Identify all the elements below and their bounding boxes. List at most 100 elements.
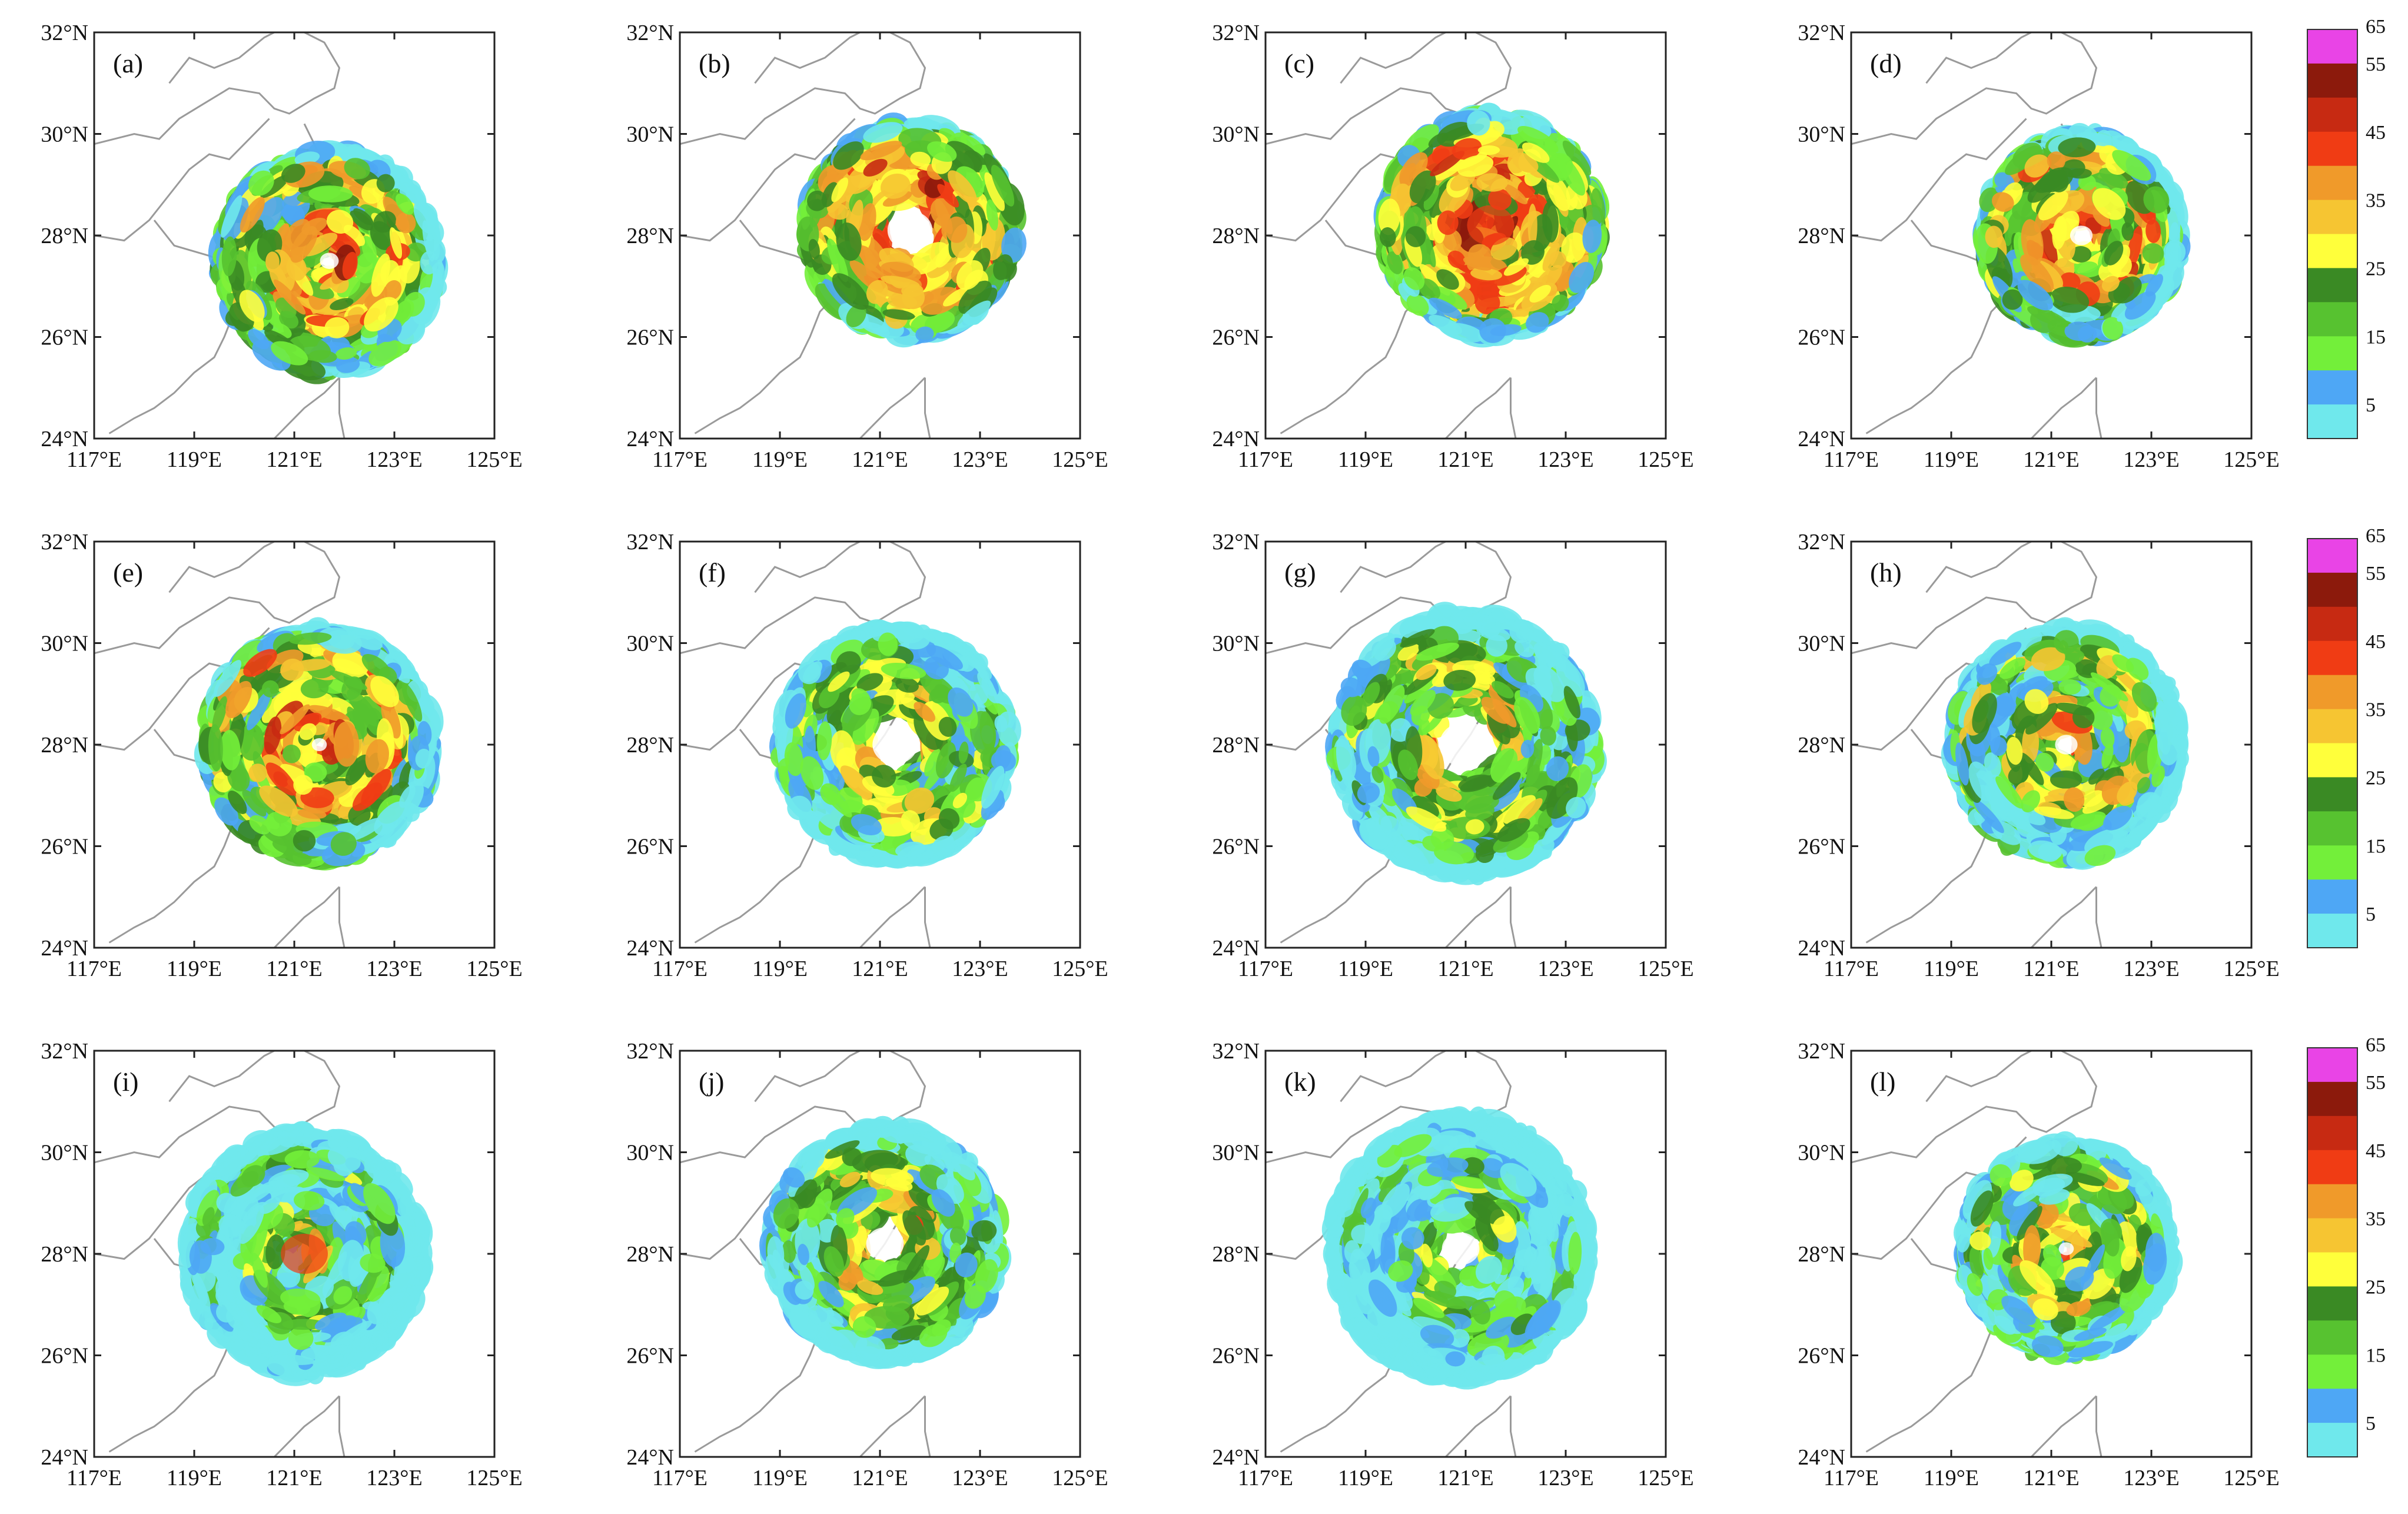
lat-tick-label: 26°N <box>1798 326 1845 350</box>
colorbar-tick-label: 45 <box>2366 122 2386 144</box>
colorbar-swatch <box>2307 914 2357 948</box>
map-panel: 24°N 26°N 28°N 30°N 32°N 117°E 119°E 121°E 123°E… <box>1798 530 2279 981</box>
lat-tick-label: 32°N <box>1212 1039 1260 1064</box>
lon-tick-label: 125°E <box>466 957 522 981</box>
boundary-line <box>1925 542 2032 593</box>
lon-tick-label: 119°E <box>1338 957 1393 981</box>
lon-tick-label: 119°E <box>167 957 222 981</box>
colorbar-swatch <box>2307 404 2357 439</box>
lon-tick-label: 117°E <box>1238 957 1293 981</box>
lon-tick-label: 119°E <box>1924 1466 1979 1490</box>
colorbar: 5 15 25 35 45 55 65 <box>2307 16 2386 439</box>
lat-tick-label: 24°N <box>626 1445 674 1470</box>
map-panel: 24°N 26°N 28°N 30°N 32°N 117°E 119°E 121°E 123°E… <box>1798 1039 2279 1490</box>
lat-tick-label: 26°N <box>1798 1344 1845 1369</box>
lon-tick-label: 125°E <box>466 1466 522 1490</box>
colorbar-tick-label: 5 <box>2366 394 2376 416</box>
lon-tick-label: 125°E <box>2223 957 2279 981</box>
lon-tick-label: 123°E <box>1537 447 1593 472</box>
colorbar-tick-label: 35 <box>2366 190 2386 212</box>
colorbar-swatch <box>2307 1218 2357 1253</box>
boundary-line <box>94 542 341 655</box>
boundary-line <box>680 542 926 655</box>
lon-tick-label: 117°E <box>1824 1466 1879 1490</box>
map-panel: 24°N 26°N 28°N 30°N 32°N 117°E 119°E 121°E 123°E… <box>626 21 1108 472</box>
lat-tick-label: 28°N <box>41 224 88 248</box>
lon-tick-label: 123°E <box>2123 957 2179 981</box>
lat-tick-label: 24°N <box>626 427 674 451</box>
map-panel: 24°N 26°N 28°N 30°N 32°N 117°E 119°E 121°E 123°E… <box>626 1039 1108 1490</box>
boundary-line <box>754 32 861 84</box>
colorbar-tick-label: 55 <box>2366 1072 2386 1094</box>
map-panel: 24°N 26°N 28°N 30°N 32°N 117°E 119°E 121°E 123°E… <box>41 530 522 981</box>
lon-tick-label: 121°E <box>1437 1466 1493 1490</box>
storm-eye <box>866 1227 904 1260</box>
colorbar-tick-label: 35 <box>2366 699 2386 721</box>
lon-tick-label: 121°E <box>266 1466 322 1490</box>
lon-tick-label: 125°E <box>1052 447 1108 472</box>
lon-tick-label: 119°E <box>1338 1466 1393 1490</box>
colorbar-swatch <box>2307 845 2357 880</box>
lat-tick-label: 32°N <box>1798 530 1845 555</box>
lat-tick-label: 32°N <box>1212 21 1260 45</box>
colorbar-swatch <box>2307 234 2357 268</box>
boundary-line <box>1266 32 1512 145</box>
colorbar-swatch <box>2307 640 2357 676</box>
reflectivity-field <box>769 619 1022 869</box>
reflectivity-field <box>759 1115 1012 1369</box>
lon-tick-label: 123°E <box>952 447 1008 472</box>
boundary-line <box>680 32 926 145</box>
lat-tick-label: 30°N <box>1798 1141 1845 1166</box>
lat-tick-label: 24°N <box>1798 1445 1845 1470</box>
lat-tick-label: 30°N <box>41 632 88 656</box>
boundary-line <box>94 32 341 145</box>
lon-tick-label: 125°E <box>2223 447 2279 472</box>
boundary-line <box>680 1051 926 1164</box>
colorbar-swatch <box>2307 811 2357 846</box>
panel-label: (c) <box>1284 48 1314 78</box>
lat-tick-label: 28°N <box>1212 224 1260 248</box>
boundary-line <box>1340 1051 1446 1103</box>
boundary-line <box>855 1395 931 1457</box>
lat-tick-label: 28°N <box>1798 1242 1845 1267</box>
storm-eye <box>1439 722 1492 768</box>
map-panel: 24°N 26°N 28°N 30°N 32°N 117°E 119°E 121°E 123°E… <box>41 1039 522 1490</box>
lon-tick-label: 123°E <box>952 1466 1008 1490</box>
lon-tick-label: 119°E <box>1338 447 1393 472</box>
colorbar-tick-label: 45 <box>2366 631 2386 653</box>
lon-tick-label: 117°E <box>67 957 122 981</box>
boundary-line <box>2026 377 2103 439</box>
lon-tick-label: 119°E <box>752 957 808 981</box>
colorbar-swatch <box>2307 1252 2357 1287</box>
colorbar-swatch <box>2307 1150 2357 1185</box>
reflectivity-field <box>208 140 449 384</box>
lon-tick-label: 121°E <box>2023 957 2079 981</box>
lat-tick-label: 28°N <box>626 733 674 758</box>
colorbar-swatch <box>2307 268 2357 303</box>
lon-tick-label: 119°E <box>752 1466 808 1490</box>
lat-tick-label: 30°N <box>626 122 674 147</box>
colorbar-swatch <box>2307 572 2357 607</box>
lon-tick-label: 119°E <box>752 447 808 472</box>
lat-tick-label: 26°N <box>626 1344 674 1369</box>
map-panel: 24°N 26°N 28°N 30°N 32°N 117°E 119°E 121°E 123°E… <box>626 530 1108 981</box>
colorbar-swatch <box>2307 675 2357 710</box>
lon-tick-label: 117°E <box>67 447 122 472</box>
lat-tick-label: 30°N <box>626 1141 674 1166</box>
lat-tick-label: 26°N <box>1212 1344 1260 1369</box>
lon-tick-label: 117°E <box>1238 447 1293 472</box>
colorbar-tick-label: 35 <box>2366 1208 2386 1230</box>
panel-label: (j) <box>699 1067 724 1097</box>
lon-tick-label: 125°E <box>1638 447 1693 472</box>
colorbar-tick-label: 25 <box>2366 1276 2386 1298</box>
reflectivity-field <box>194 617 444 871</box>
colorbar-tick-label: 25 <box>2366 767 2386 789</box>
lon-tick-label: 117°E <box>652 1466 708 1490</box>
colorbar-tick-label: 5 <box>2366 1413 2376 1435</box>
boundary-line <box>1925 32 2032 84</box>
lon-tick-label: 121°E <box>852 1466 908 1490</box>
colorbar-swatch <box>2307 777 2357 812</box>
boundary-line <box>855 377 931 439</box>
lon-tick-label: 123°E <box>1537 1466 1593 1490</box>
